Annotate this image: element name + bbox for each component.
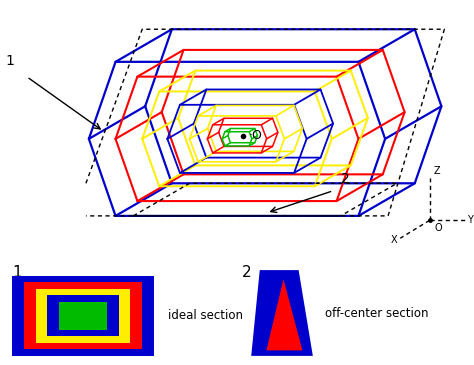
Text: ·O: ·O <box>248 129 263 142</box>
Text: O: O <box>434 223 442 233</box>
Text: ideal section: ideal section <box>168 309 243 322</box>
Text: X: X <box>391 235 398 245</box>
Text: 1: 1 <box>12 265 21 280</box>
Bar <box>47 295 118 336</box>
Bar <box>24 282 142 349</box>
Bar <box>59 302 107 330</box>
Text: off-center section: off-center section <box>325 307 428 320</box>
Polygon shape <box>251 270 313 356</box>
Text: Z: Z <box>434 166 441 176</box>
Polygon shape <box>266 279 302 350</box>
Text: 2: 2 <box>242 265 251 280</box>
Bar <box>12 276 154 356</box>
Text: 2: 2 <box>341 172 349 186</box>
Bar <box>36 289 130 343</box>
Text: Y: Y <box>467 215 473 225</box>
Text: 1: 1 <box>6 54 15 68</box>
